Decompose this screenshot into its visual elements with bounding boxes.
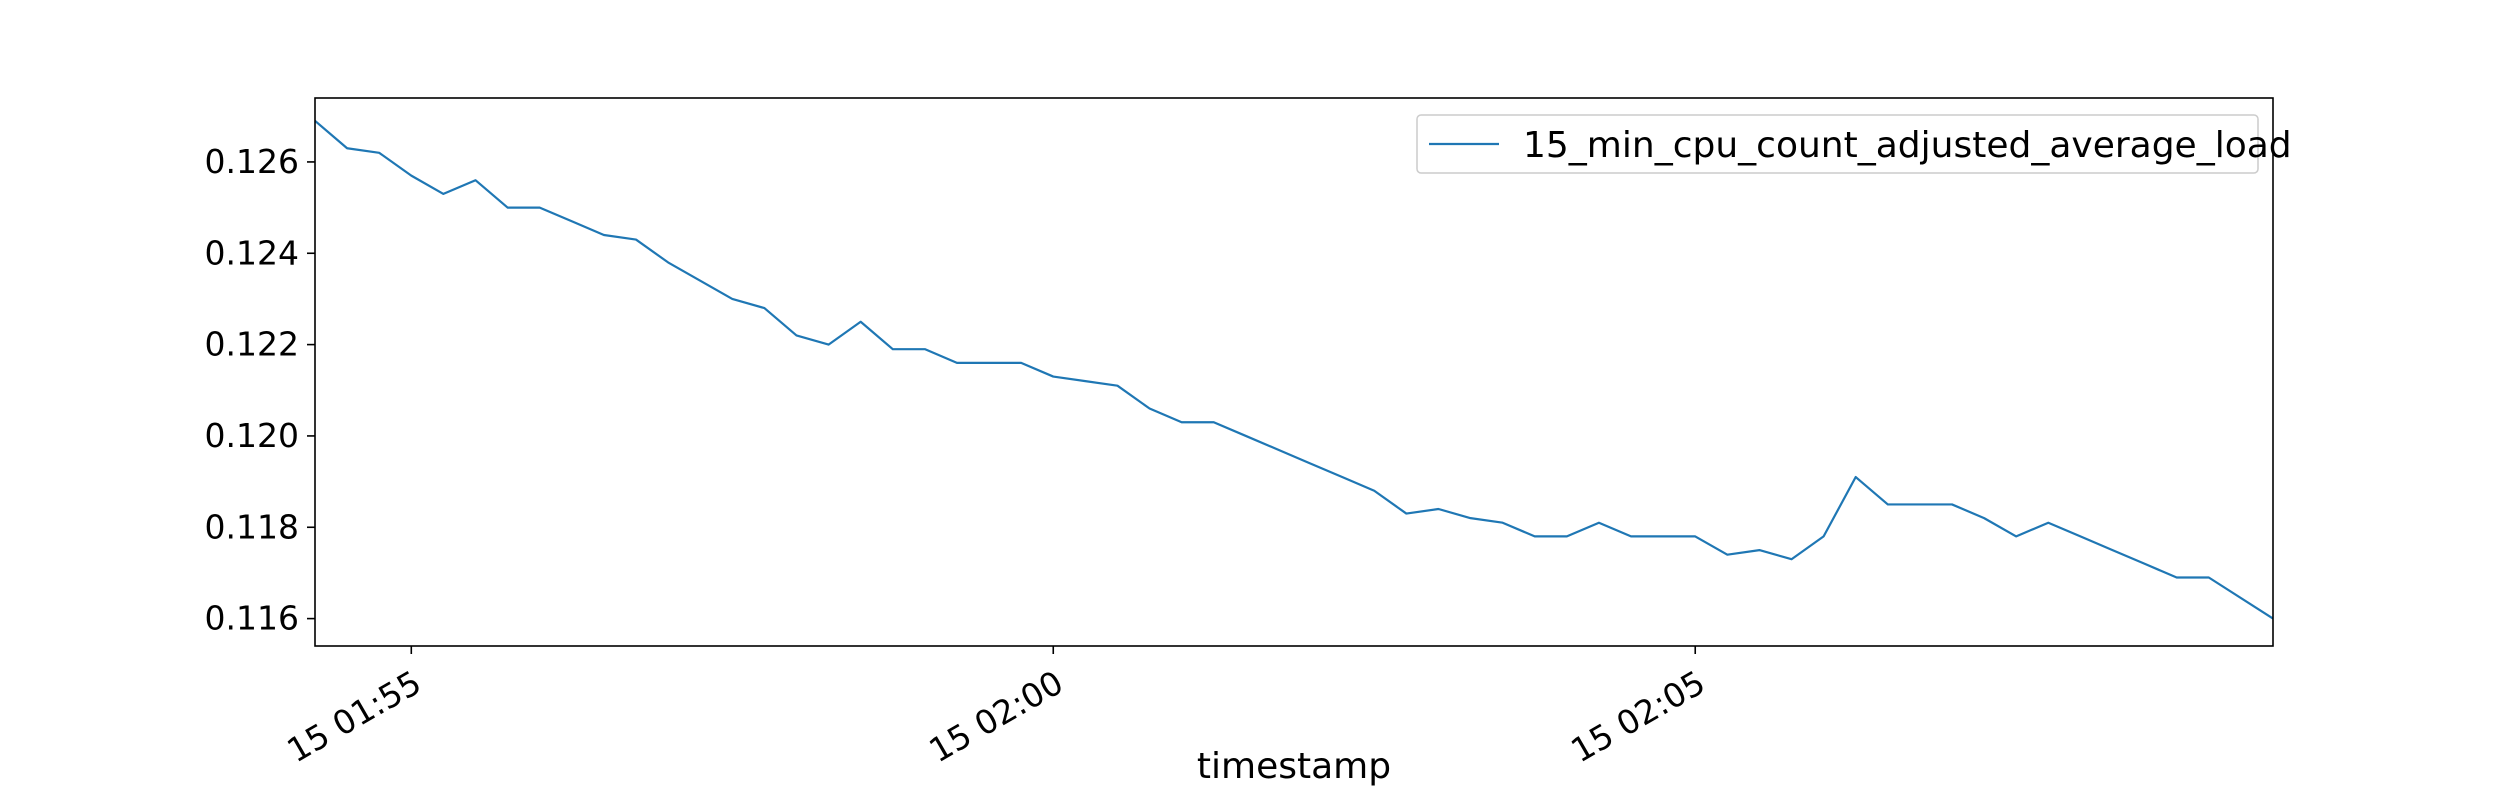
y-axis: 0.116 0.118 0.120 0.122 0.124 0.126: [205, 142, 315, 638]
y-tick-label: 0.120: [205, 416, 299, 455]
y-tick-label: 0.118: [205, 507, 299, 546]
y-tick-label: 0.116: [205, 599, 299, 638]
x-tick-label: 15 01:55: [280, 663, 427, 771]
y-tick-label: 0.124: [205, 233, 299, 272]
y-tick-label: 0.126: [205, 142, 299, 181]
series-line-0: [314, 119, 2274, 620]
x-tick-label: 15 02:00: [922, 663, 1069, 771]
plot-frame: [314, 97, 2274, 647]
x-tick-label: 15 02:05: [1564, 663, 1711, 771]
legend: 15_min_cpu_count_adjusted_average_load: [1416, 114, 2292, 174]
y-tick-label: 0.122: [205, 325, 299, 364]
legend-box: [1416, 114, 2259, 174]
plot-area-group: [314, 97, 2274, 647]
x-axis-label: timestamp: [1197, 746, 1391, 787]
legend-label: 15_min_cpu_count_adjusted_average_load: [1523, 125, 2292, 166]
x-axis: 15 01:55 15 02:00 15 02:05: [280, 646, 1712, 771]
